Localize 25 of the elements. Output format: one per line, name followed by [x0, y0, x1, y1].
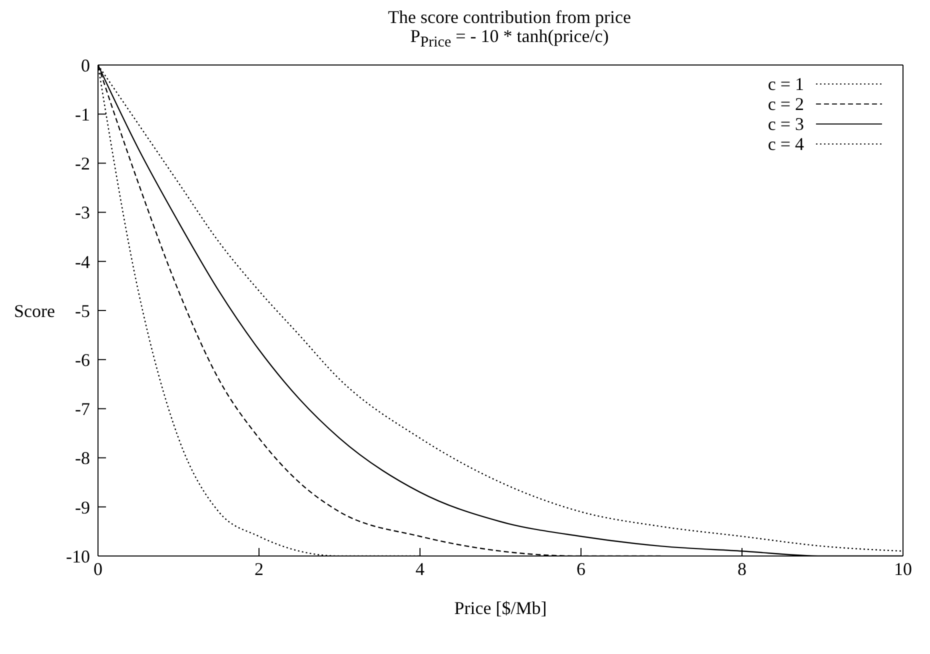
y-tick-label: -2 — [75, 154, 90, 174]
x-tick-label: 0 — [94, 558, 102, 579]
y-tick-label: -9 — [75, 497, 90, 518]
y-tick-label: -10 — [66, 546, 90, 566]
y-tick-label: -6 — [75, 350, 90, 370]
legend-label: c = 2 — [766, 94, 804, 114]
y-tick-label: -8 — [75, 448, 90, 468]
legend-label: c = 3 — [766, 114, 804, 134]
x-axis-title: Price [$/Mb] — [454, 598, 547, 618]
x-tick-label: 2 — [254, 558, 264, 579]
chart-subtitle: P$_{Price}$ = - 10 * tanh(price/c) — [410, 26, 609, 51]
y-tick-label: -5 — [75, 300, 90, 321]
chart-title: The score contribution from price — [387, 7, 632, 27]
x-tick-label: 6 — [576, 558, 586, 579]
legend-label: c = 1 — [766, 74, 804, 94]
legend-label: c = 4 — [766, 134, 804, 154]
y-axis-title: Score — [14, 300, 55, 321]
y-tick-label: -3 — [75, 202, 90, 223]
x-tick-label: 4 — [416, 558, 424, 579]
x-tick-label: 8 — [738, 558, 746, 579]
y-tick-label: -7 — [75, 399, 90, 420]
x-tick-label: 10 — [894, 558, 912, 579]
y-tick-label: 0 — [81, 55, 90, 76]
y-tick-label: -4 — [75, 252, 90, 272]
y-tick-label: -1 — [75, 104, 90, 124]
